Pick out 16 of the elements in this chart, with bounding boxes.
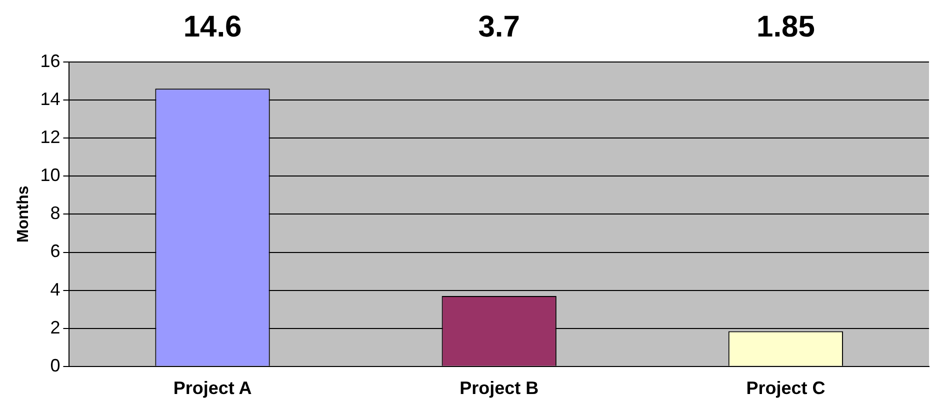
text: 3.7 bbox=[478, 10, 520, 44]
text: 14.6 bbox=[183, 10, 242, 44]
x-tick-label: Project B bbox=[460, 378, 539, 398]
y-tick-label: 6 bbox=[50, 241, 60, 262]
y-tick-label: 4 bbox=[50, 279, 60, 300]
y-tick-label: 2 bbox=[50, 317, 60, 338]
y-tick-label: 14 bbox=[40, 89, 60, 110]
y-tick-label: 0 bbox=[50, 355, 60, 376]
x-tick-label: Project A bbox=[173, 378, 252, 398]
x-tick-label: Project C bbox=[746, 378, 826, 398]
y-tick-label: 8 bbox=[50, 203, 60, 224]
text: 1.85 bbox=[756, 10, 815, 44]
y-tick-label: 16 bbox=[40, 50, 60, 71]
y-axis-title: Months bbox=[15, 186, 32, 243]
y-tick-label: 10 bbox=[40, 165, 60, 186]
y-tick-label: 12 bbox=[40, 127, 60, 148]
